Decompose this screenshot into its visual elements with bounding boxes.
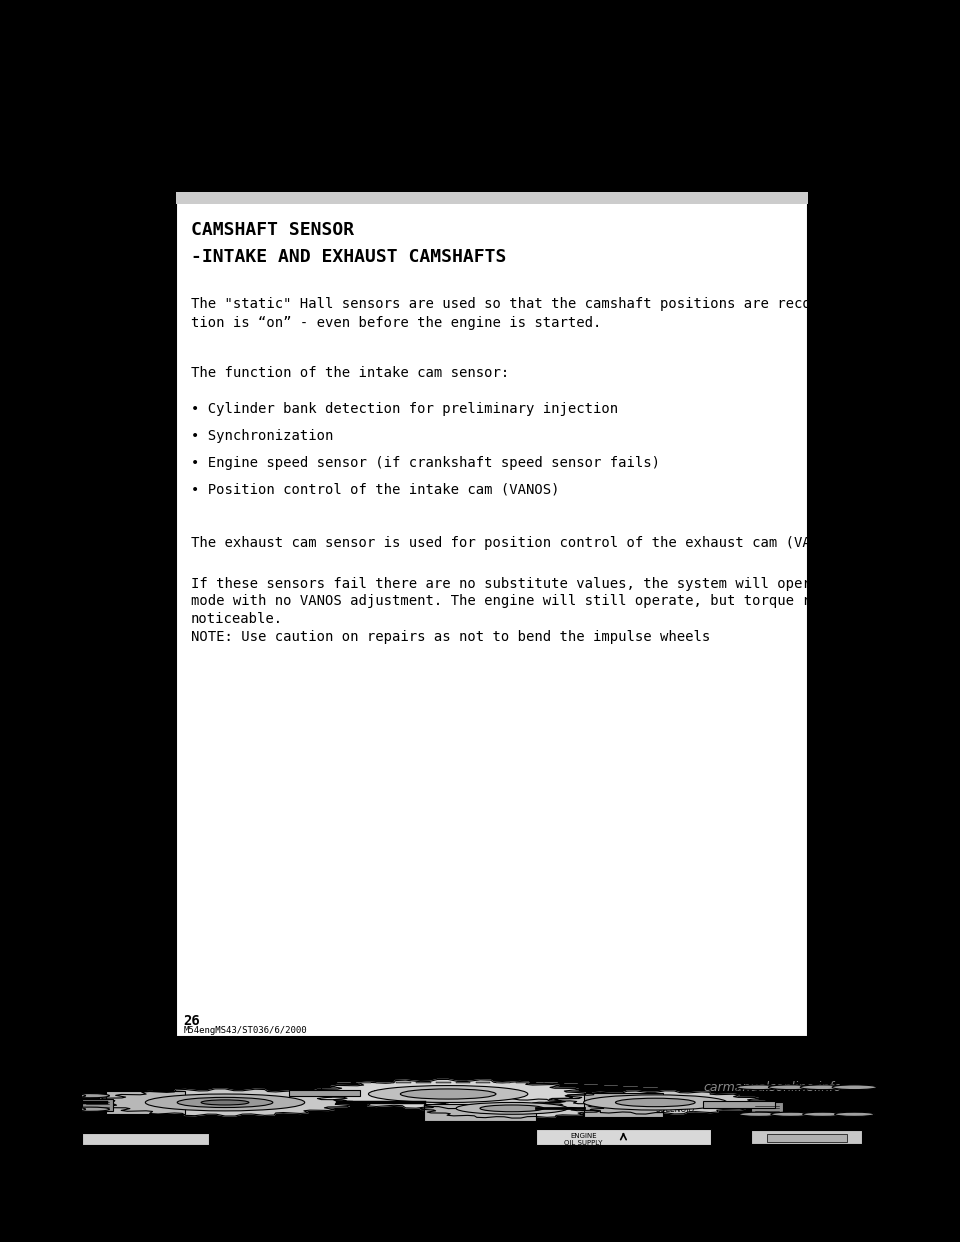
Circle shape (202, 1100, 249, 1105)
Circle shape (834, 1112, 875, 1117)
Bar (584, 1093, 663, 1117)
Text: carmanualsonline.info: carmanualsonline.info (704, 1081, 842, 1094)
Text: EXHAUST: EXHAUST (824, 1072, 871, 1081)
Bar (751, 1103, 782, 1113)
Text: • Cylinder bank detection for preliminary injection: • Cylinder bank detection for preliminar… (191, 402, 618, 416)
Bar (106, 1090, 185, 1114)
Polygon shape (97, 1089, 353, 1117)
Circle shape (456, 1103, 567, 1114)
Circle shape (178, 1098, 273, 1108)
Text: SENSOR: SENSOR (735, 1088, 766, 1098)
Bar (767, 1134, 847, 1143)
Circle shape (46, 1094, 85, 1098)
Circle shape (736, 1084, 781, 1089)
Circle shape (584, 1095, 727, 1110)
Polygon shape (420, 1099, 604, 1118)
Text: The function of the intake cam sensor:: The function of the intake cam sensor: (191, 366, 509, 380)
Bar (82, 1133, 209, 1145)
Text: MS 43.0: MS 43.0 (89, 1123, 120, 1131)
Text: -INTAKE AND EXHAUST CAMSHAFTS: -INTAKE AND EXHAUST CAMSHAFTS (191, 247, 506, 266)
Circle shape (400, 1089, 496, 1099)
Text: SOLENOID: SOLENOID (656, 1105, 695, 1114)
Text: VENT: VENT (374, 1090, 395, 1099)
Text: VENT: VENT (493, 1105, 515, 1114)
Text: TWO POSITION PISTON
HOUSING WITH
INTERNAL/EXTERNAL
HELICAL GEAR CUP: TWO POSITION PISTON HOUSING WITH INTERNA… (89, 1063, 169, 1092)
Polygon shape (311, 1079, 586, 1109)
Bar (289, 1089, 361, 1095)
Text: MS 43.0: MS 43.0 (304, 1063, 335, 1073)
Circle shape (70, 1107, 109, 1112)
Text: M54engMS43/ST036/6/2000: M54engMS43/ST036/6/2000 (183, 1026, 307, 1035)
Circle shape (768, 1084, 813, 1089)
Bar (536, 1129, 711, 1145)
Circle shape (22, 1094, 61, 1098)
Bar (703, 1100, 775, 1108)
Text: ECM: ECM (304, 1068, 326, 1077)
Bar (82, 1099, 113, 1110)
Circle shape (771, 1112, 810, 1117)
Text: MS 43.0: MS 43.0 (608, 1119, 638, 1128)
Circle shape (480, 1105, 543, 1112)
Circle shape (369, 1086, 528, 1103)
Circle shape (22, 1107, 61, 1112)
Polygon shape (545, 1090, 765, 1114)
Circle shape (615, 1098, 695, 1107)
Text: • Position control of the intake cam (VANOS): • Position control of the intake cam (VA… (191, 483, 559, 497)
Circle shape (46, 1107, 85, 1112)
Text: KL 15: KL 15 (656, 1078, 684, 1087)
Text: SOLENOID: SOLENOID (98, 1073, 137, 1082)
Text: CAMSHAFT SENSOR: CAMSHAFT SENSOR (191, 221, 354, 238)
Text: ENGINE
OIL SUPPLY: ENGINE OIL SUPPLY (564, 1133, 603, 1146)
FancyBboxPatch shape (176, 193, 808, 204)
Text: • Synchronization: • Synchronization (191, 430, 333, 443)
Text: The "static" Hall sensors are used so that the camshaft positions are recognized: The "static" Hall sensors are used so th… (191, 297, 953, 329)
Circle shape (803, 1112, 843, 1117)
Text: OIL TEMP
SENSOR: OIL TEMP SENSOR (791, 1115, 823, 1129)
Bar (751, 1130, 862, 1144)
Circle shape (832, 1084, 876, 1089)
Text: • Engine speed sensor (if crankshaft speed sensor fails): • Engine speed sensor (if crankshaft spe… (191, 456, 660, 469)
Bar (424, 1104, 536, 1122)
Text: If these sensors fail there are no substitute values, the system will operate in: If these sensors fail there are no subst… (191, 576, 960, 645)
Circle shape (801, 1084, 845, 1089)
Text: 26: 26 (183, 1013, 200, 1028)
Circle shape (739, 1112, 779, 1117)
FancyBboxPatch shape (176, 193, 808, 1037)
Circle shape (145, 1094, 304, 1110)
Text: KL 15: KL 15 (89, 1068, 118, 1077)
Text: ECM: ECM (89, 1124, 113, 1134)
Text: TWO POSITION PISTON HOUSING
WITH INTERNAL/EXTERNAL
HELICAL GEAR CUP: TWO POSITION PISTON HOUSING WITH INTERNA… (303, 1123, 418, 1144)
Circle shape (70, 1094, 109, 1098)
Text: The exhaust cam sensor is used for position control of the exhaust cam (VANOS): The exhaust cam sensor is used for posit… (191, 537, 844, 550)
Text: INTAKE: INTAKE (834, 1102, 871, 1110)
Text: SENSOR: SENSOR (305, 1077, 336, 1086)
